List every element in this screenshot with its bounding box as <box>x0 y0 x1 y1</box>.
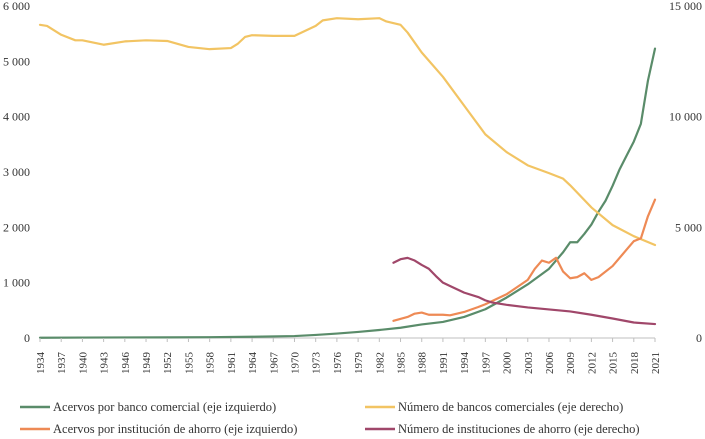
right-tick-label: 0 <box>696 331 702 345</box>
x-tick-label: 1970 <box>289 352 301 375</box>
x-tick-label: 1982 <box>374 352 386 374</box>
legend-label: Acervos por banco comercial (eje izquier… <box>53 400 276 414</box>
x-tick-label: 1955 <box>183 352 195 375</box>
left-tick-label: 6 000 <box>3 0 30 13</box>
series-layer <box>38 17 657 339</box>
x-tick-label: 1997 <box>480 352 492 375</box>
x-tick-label: 1991 <box>438 352 450 374</box>
left-axis: 0 1 000 2 000 3 000 4 000 5 000 6 000 <box>3 0 30 345</box>
x-tick-label: 2012 <box>586 352 598 374</box>
x-tick-label: 1940 <box>77 352 89 375</box>
x-tick-label: 1937 <box>56 352 68 375</box>
x-tick-label: 2015 <box>608 352 620 375</box>
x-tick-label: 1943 <box>99 352 111 375</box>
x-tick-label: 1967 <box>268 352 280 375</box>
x-tick-label: 1973 <box>311 352 323 375</box>
right-tick-label: 5 000 <box>675 220 702 234</box>
x-tick-label: 2009 <box>565 352 577 375</box>
x-tick-label: 1976 <box>332 352 344 375</box>
x-tick-label: 1961 <box>226 352 238 374</box>
right-tick-label: 10 000 <box>669 110 702 124</box>
x-tick-label: 1985 <box>396 352 408 375</box>
x-tick-label: 1949 <box>141 352 153 375</box>
left-tick-label: 1 000 <box>3 276 30 290</box>
x-tick-label: 1979 <box>353 352 365 375</box>
x-tick-label: 1964 <box>247 352 259 375</box>
series-line-commercial-bank-count <box>38 17 657 247</box>
x-axis: 1934 1937 1940 1943 1946 1949 1952 1955 1958 1961… <box>35 338 662 374</box>
series-line-savings-institution-count <box>392 256 657 326</box>
left-tick-label: 4 000 <box>3 110 30 124</box>
x-tick-label: 2021 <box>650 352 662 374</box>
x-tick-label: 2006 <box>544 352 556 375</box>
right-tick-label: 15 000 <box>669 0 702 13</box>
x-tick-label: 1952 <box>162 352 174 374</box>
left-tick-label: 0 <box>24 331 30 345</box>
x-tick-label: 2003 <box>523 352 535 375</box>
x-tick-label: 1934 <box>35 352 47 375</box>
legend: Acervos por banco comercial (eje izquier… <box>20 400 640 436</box>
right-axis: 0 5 000 10 000 15 000 <box>669 0 702 345</box>
x-tick-label: 1958 <box>205 352 217 375</box>
left-tick-label: 5 000 <box>3 54 30 68</box>
x-tick-label: 1946 <box>120 352 132 375</box>
series-line-commercial-bank-assets <box>38 47 657 339</box>
series-line-savings-institution-assets <box>392 198 657 322</box>
left-tick-label: 3 000 <box>3 165 30 179</box>
legend-label: Número de instituciones de ahorro (eje d… <box>398 422 640 436</box>
x-tick-label: 2018 <box>629 352 641 375</box>
x-tick-label: 1988 <box>417 352 429 375</box>
legend-label: Número de bancos comerciales (eje derech… <box>398 400 623 414</box>
left-tick-label: 2 000 <box>3 220 30 234</box>
x-tick-label: 2000 <box>502 352 514 375</box>
legend-label: Acervos por institución de ahorro (eje i… <box>53 422 297 436</box>
x-tick-label: 1994 <box>459 352 471 375</box>
